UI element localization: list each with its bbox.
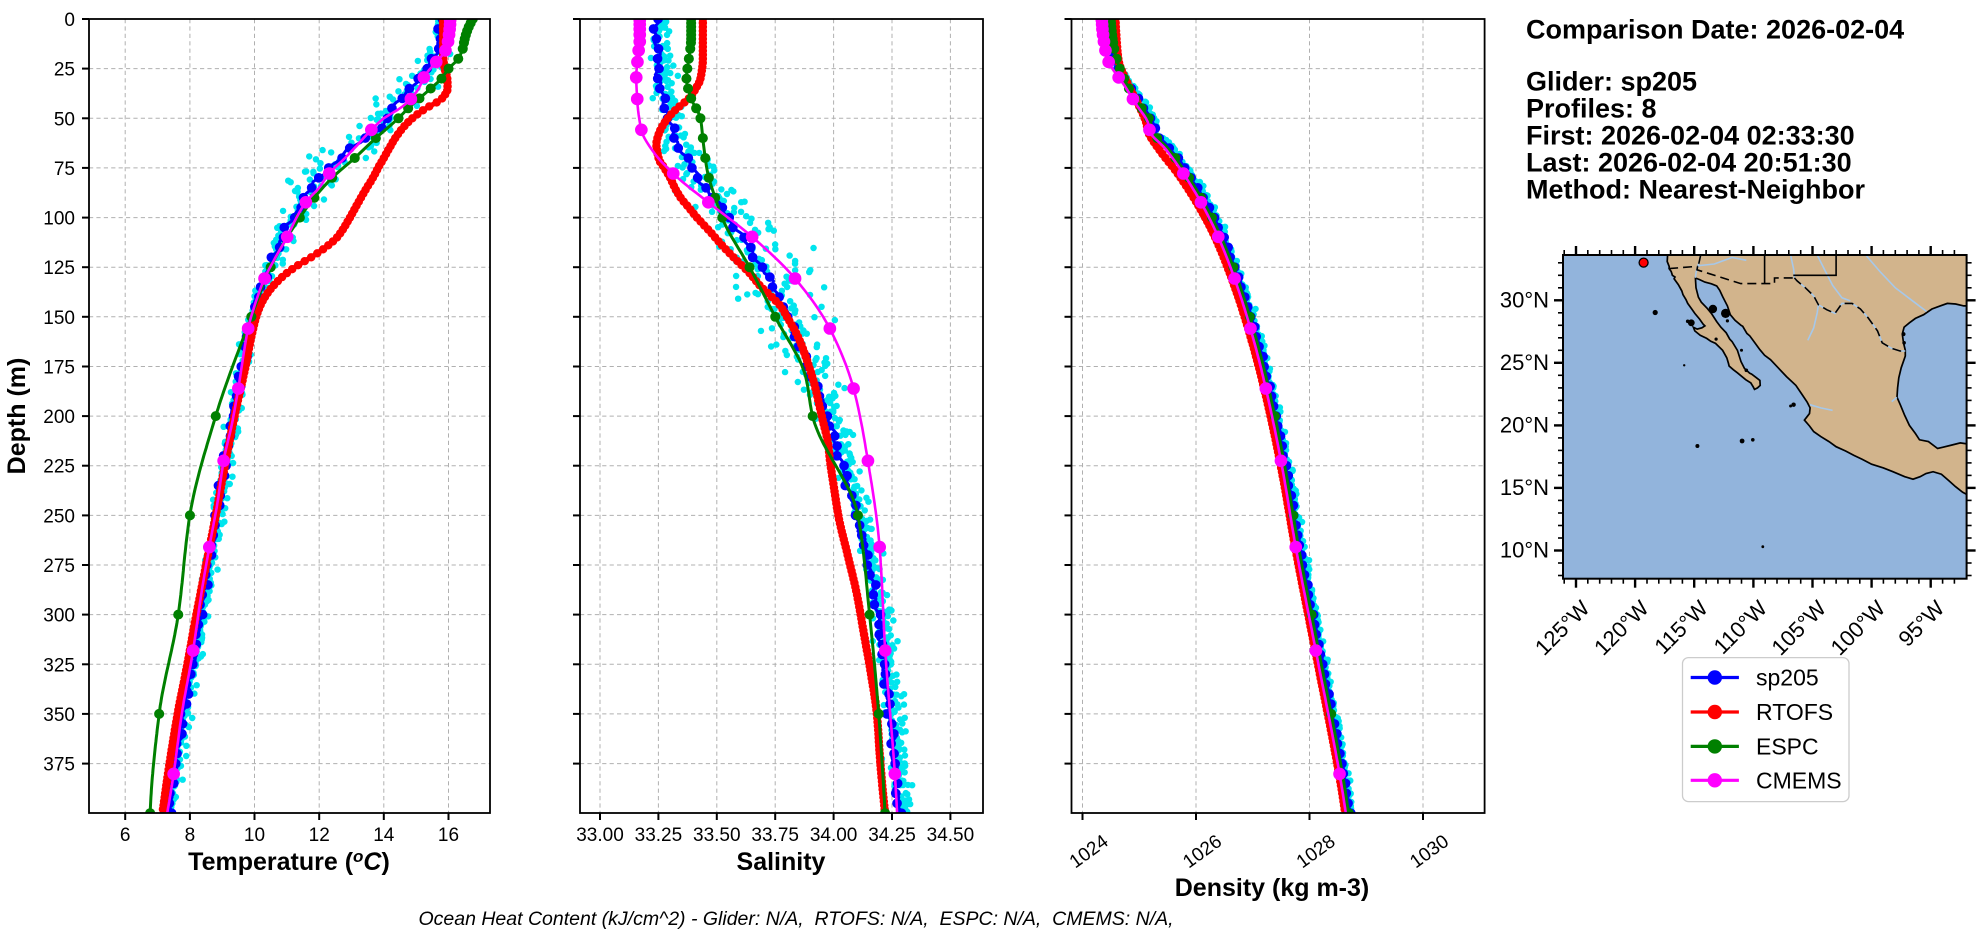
svg-text:33.00: 33.00 xyxy=(576,825,624,846)
svg-text:Glider: sp205: Glider: sp205 xyxy=(1526,67,1697,97)
svg-text:8: 8 xyxy=(185,825,196,846)
svg-text:First: 2026-02-04 02:33:30: First: 2026-02-04 02:33:30 xyxy=(1526,121,1855,151)
svg-text:20°N: 20°N xyxy=(1500,412,1549,437)
svg-text:325: 325 xyxy=(43,655,75,676)
svg-text:6: 6 xyxy=(120,825,131,846)
svg-text:25°N: 25°N xyxy=(1500,350,1549,375)
svg-text:75: 75 xyxy=(54,159,75,180)
svg-text:16: 16 xyxy=(438,825,459,846)
svg-text:12: 12 xyxy=(309,825,330,846)
svg-text:Density (kg m-3): Density (kg m-3) xyxy=(1175,874,1369,902)
svg-text:10°N: 10°N xyxy=(1500,538,1549,563)
svg-text:34.00: 34.00 xyxy=(810,825,858,846)
svg-text:CMEMS: CMEMS xyxy=(1756,767,1842,793)
svg-text:125: 125 xyxy=(43,258,75,279)
svg-text:Method: Nearest-Neighbor: Method: Nearest-Neighbor xyxy=(1526,175,1866,205)
svg-text:RTOFS: RTOFS xyxy=(1756,699,1833,725)
svg-text:Depth (m): Depth (m) xyxy=(3,358,31,475)
svg-text:200: 200 xyxy=(43,407,75,428)
svg-text:175: 175 xyxy=(43,358,75,379)
svg-text:33.25: 33.25 xyxy=(635,825,683,846)
svg-text:350: 350 xyxy=(43,705,75,726)
svg-text:50: 50 xyxy=(54,109,75,130)
svg-text:Last: 2026-02-04 20:51:30: Last: 2026-02-04 20:51:30 xyxy=(1526,148,1852,178)
svg-text:375: 375 xyxy=(43,755,75,776)
svg-text:15°N: 15°N xyxy=(1500,475,1549,500)
svg-text:Salinity: Salinity xyxy=(737,848,826,876)
svg-text:30°N: 30°N xyxy=(1500,287,1549,312)
svg-text:Comparison Date: 2026-02-04: Comparison Date: 2026-02-04 xyxy=(1526,15,1904,45)
svg-text:0: 0 xyxy=(64,10,75,31)
svg-text:150: 150 xyxy=(43,308,75,329)
svg-text:225: 225 xyxy=(43,457,75,478)
svg-text:250: 250 xyxy=(43,506,75,527)
svg-text:10: 10 xyxy=(244,825,265,846)
svg-text:ESPC: ESPC xyxy=(1756,733,1819,759)
svg-text:34.50: 34.50 xyxy=(927,825,975,846)
svg-text:33.75: 33.75 xyxy=(751,825,799,846)
svg-text:100: 100 xyxy=(43,209,75,230)
svg-text:Ocean Heat Content (kJ/cm^2) -: Ocean Heat Content (kJ/cm^2) - Glider: N… xyxy=(418,908,1173,930)
svg-text:275: 275 xyxy=(43,556,75,577)
svg-text:Profiles: 8: Profiles: 8 xyxy=(1526,94,1657,124)
svg-text:300: 300 xyxy=(43,606,75,627)
svg-text:25: 25 xyxy=(54,60,75,81)
svg-text:33.50: 33.50 xyxy=(693,825,741,846)
svg-text:14: 14 xyxy=(373,825,395,846)
svg-text:sp205: sp205 xyxy=(1756,665,1819,691)
svg-text:34.25: 34.25 xyxy=(868,825,916,846)
